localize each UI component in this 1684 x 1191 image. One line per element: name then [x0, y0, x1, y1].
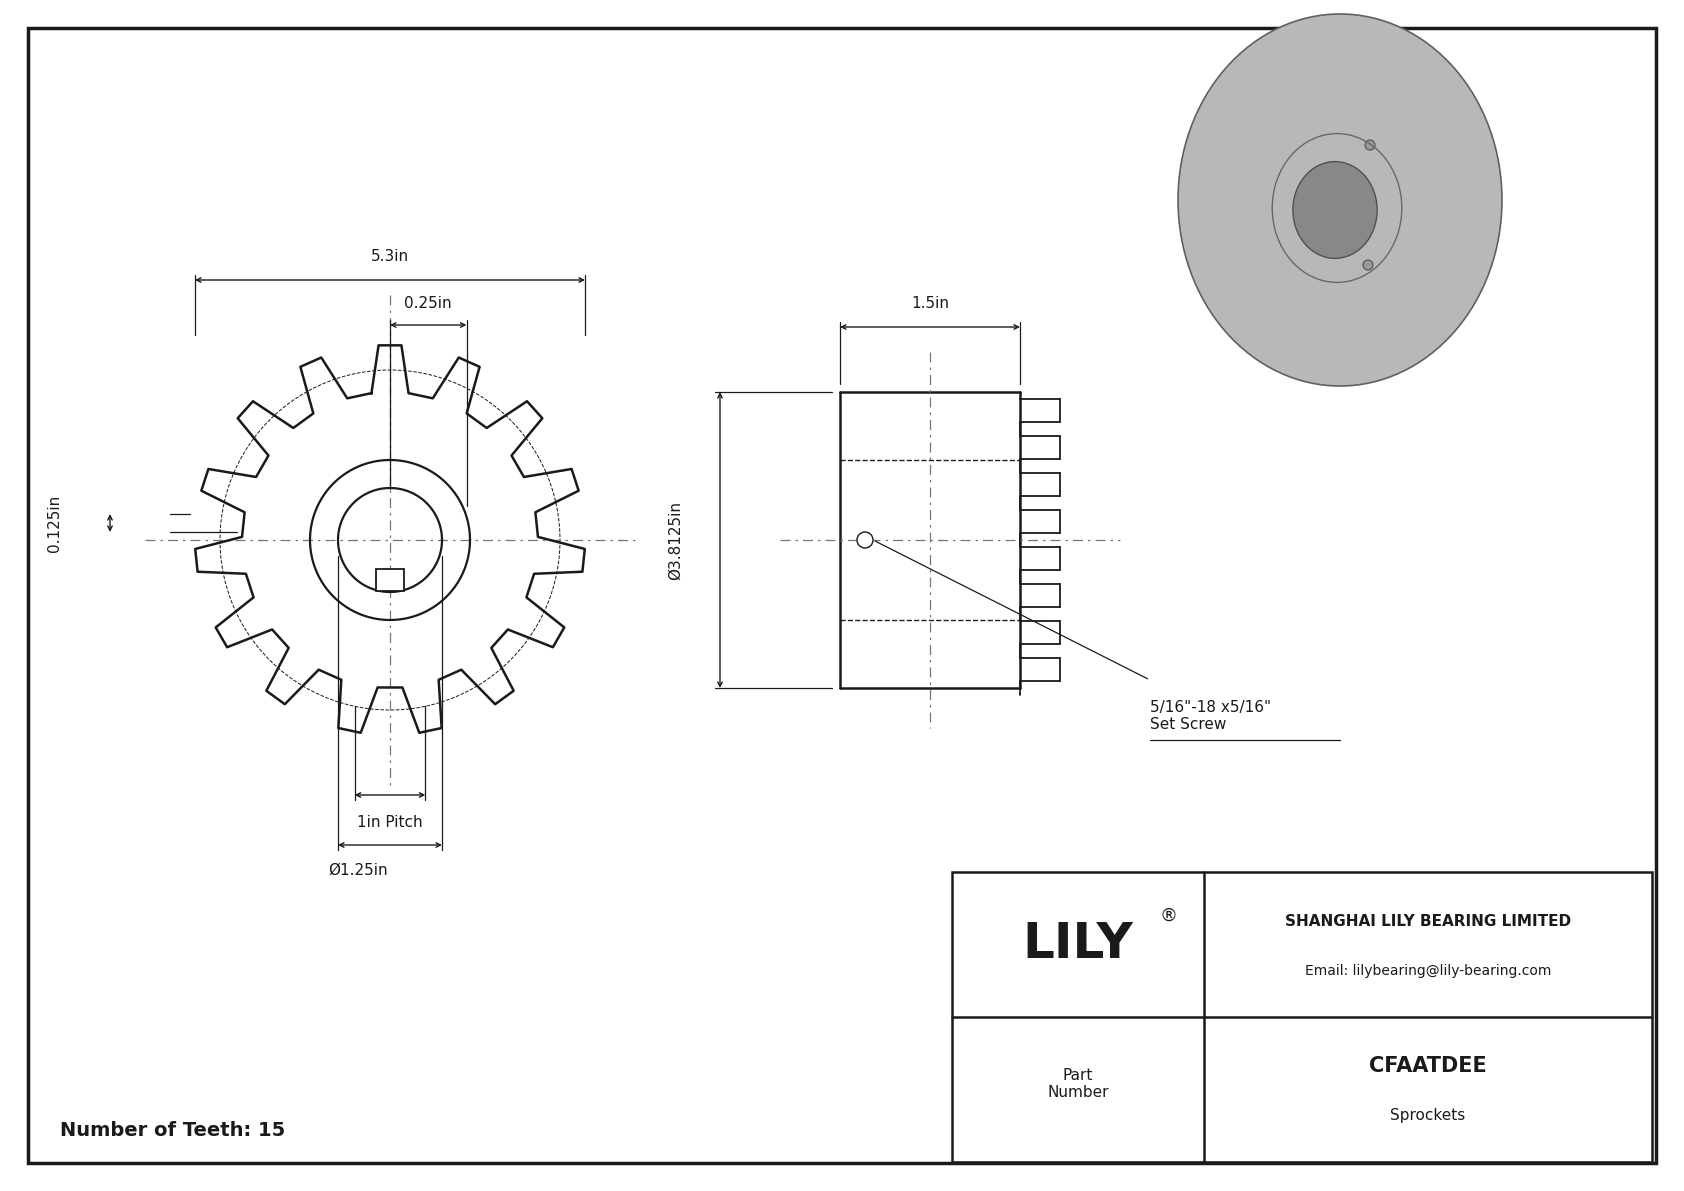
Text: CFAATDEE: CFAATDEE — [1369, 1056, 1487, 1077]
Text: SHANGHAI LILY BEARING LIMITED: SHANGHAI LILY BEARING LIMITED — [1285, 913, 1571, 929]
Ellipse shape — [1179, 14, 1502, 386]
Text: 0.25in: 0.25in — [404, 297, 451, 311]
Text: 5.3in: 5.3in — [370, 249, 409, 264]
Bar — [376, 568, 404, 591]
Polygon shape — [1431, 233, 1455, 249]
Text: 1in Pitch: 1in Pitch — [357, 815, 423, 830]
Polygon shape — [1320, 285, 1339, 308]
Polygon shape — [1435, 189, 1458, 201]
Bar — [951, 872, 1652, 1162]
Circle shape — [1362, 260, 1372, 270]
Text: 1.5in: 1.5in — [911, 297, 950, 311]
Text: Ø3.8125in: Ø3.8125in — [667, 500, 682, 580]
Text: Email: lilybearing@lily-bearing.com: Email: lilybearing@lily-bearing.com — [1305, 964, 1551, 978]
Polygon shape — [1293, 255, 1317, 274]
Text: 0.125in: 0.125in — [47, 494, 62, 551]
Polygon shape — [1303, 125, 1325, 146]
Circle shape — [857, 532, 872, 548]
Text: LILY: LILY — [1022, 921, 1133, 968]
Polygon shape — [1282, 216, 1305, 226]
Text: ®: ® — [1159, 906, 1177, 924]
Ellipse shape — [1293, 162, 1378, 258]
Polygon shape — [1401, 107, 1420, 131]
Text: Ø1.25in: Ø1.25in — [328, 863, 387, 878]
Text: 5/16"-18 x5/16"
Set Screw: 5/16"-18 x5/16" Set Screw — [1150, 700, 1271, 732]
Polygon shape — [1389, 294, 1404, 318]
Polygon shape — [1415, 269, 1436, 292]
Polygon shape — [1357, 300, 1367, 323]
Polygon shape — [1335, 99, 1352, 123]
Text: Number of Teeth: 15: Number of Teeth: 15 — [61, 1121, 285, 1140]
Polygon shape — [1372, 93, 1383, 116]
Text: Part
Number: Part Number — [1047, 1067, 1108, 1100]
Polygon shape — [1423, 142, 1447, 161]
Polygon shape — [1285, 167, 1308, 182]
Circle shape — [1366, 141, 1376, 150]
Text: Sprockets: Sprockets — [1391, 1108, 1465, 1123]
